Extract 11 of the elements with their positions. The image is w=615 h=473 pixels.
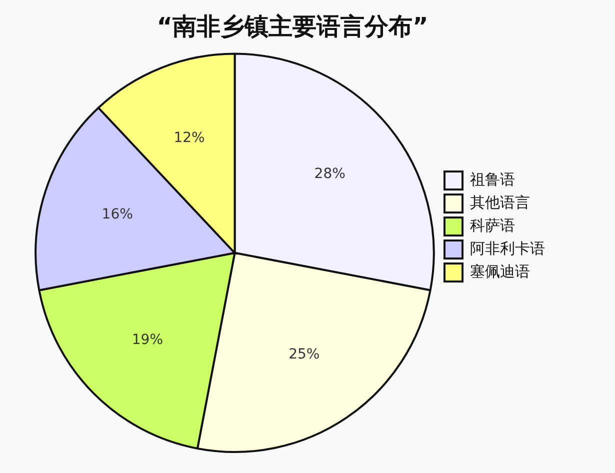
data-label: 16% (102, 206, 133, 222)
legend-label: 其他语言 (470, 193, 530, 212)
legend-label: 科萨语 (470, 216, 515, 234)
legend-label: 塞佩迪语 (470, 262, 530, 280)
chart-title: “南非乡镇主要语言分布” (156, 12, 428, 41)
legend-label: 祖鲁语 (470, 170, 515, 188)
legend-label: 阿非利卡语 (470, 239, 545, 258)
data-label: 12% (174, 130, 205, 146)
data-label: 19% (132, 332, 164, 348)
data-label: 25% (288, 346, 320, 363)
data-label: 28% (314, 166, 346, 182)
